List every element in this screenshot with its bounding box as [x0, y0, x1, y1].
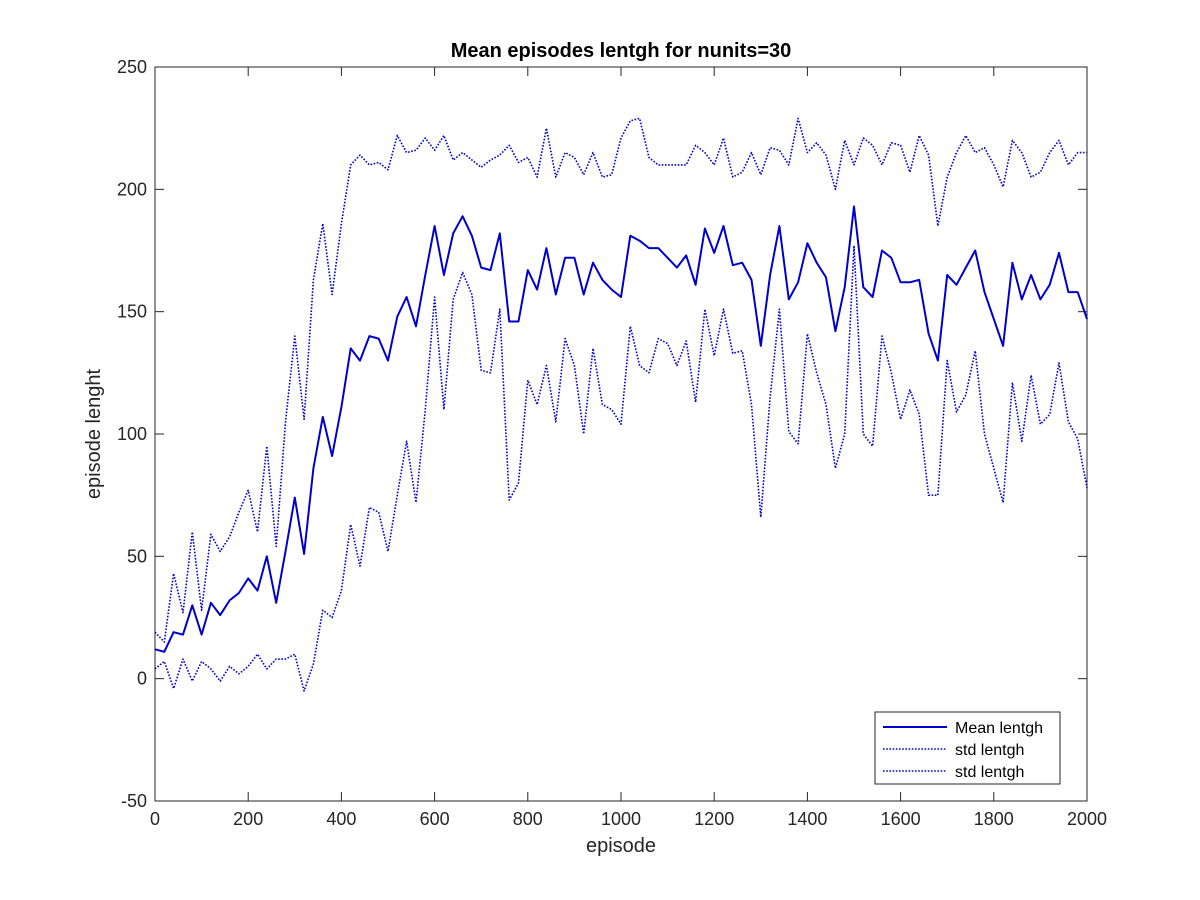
- y-tick-label: 250: [117, 57, 147, 77]
- axis-ticks: 0 200 400 600 800 1000 1200 1400 1600 1800 2000-50…: [117, 57, 1107, 829]
- x-tick-label: 2000: [1067, 809, 1107, 829]
- series-line-std-2: [154, 244, 1088, 692]
- series-line-mean: [154, 205, 1088, 653]
- x-tick-label: 1000: [601, 809, 641, 829]
- series-layer: [154, 117, 1088, 692]
- legend-box: [874, 711, 1061, 785]
- x-tick-label: 200: [233, 809, 263, 829]
- y-axis-label: episode lenght: [83, 369, 105, 500]
- y-tick-label: 150: [117, 302, 147, 322]
- x-tick-label: 1600: [881, 809, 921, 829]
- x-tick-label: 0: [150, 809, 160, 829]
- x-tick-label: 600: [420, 809, 450, 829]
- legend-entry-label: std lentgh: [955, 742, 1024, 759]
- x-tick-label: 1200: [694, 809, 734, 829]
- legend-entry-label: Mean lentgh: [955, 720, 1043, 737]
- y-tick-label: 0: [137, 669, 147, 689]
- y-tick-label: 200: [117, 179, 147, 199]
- legend-entry-label: std lentgh: [955, 764, 1024, 781]
- y-tick-label: 50: [127, 546, 147, 566]
- x-tick-label: 1800: [974, 809, 1014, 829]
- x-tick-label: 800: [513, 809, 543, 829]
- y-tick-label: 100: [117, 424, 147, 444]
- legend: Mean lentgh std lentgh std lentgh: [874, 711, 1061, 785]
- x-axis-label: episode: [586, 835, 656, 857]
- x-tick-label: 1400: [787, 809, 827, 829]
- chart-title: Mean episodes lentgh for nunits=30: [451, 40, 792, 62]
- x-tick-label: 400: [326, 809, 356, 829]
- plot-area-frame: [154, 66, 1088, 802]
- y-tick-label: -50: [121, 791, 147, 811]
